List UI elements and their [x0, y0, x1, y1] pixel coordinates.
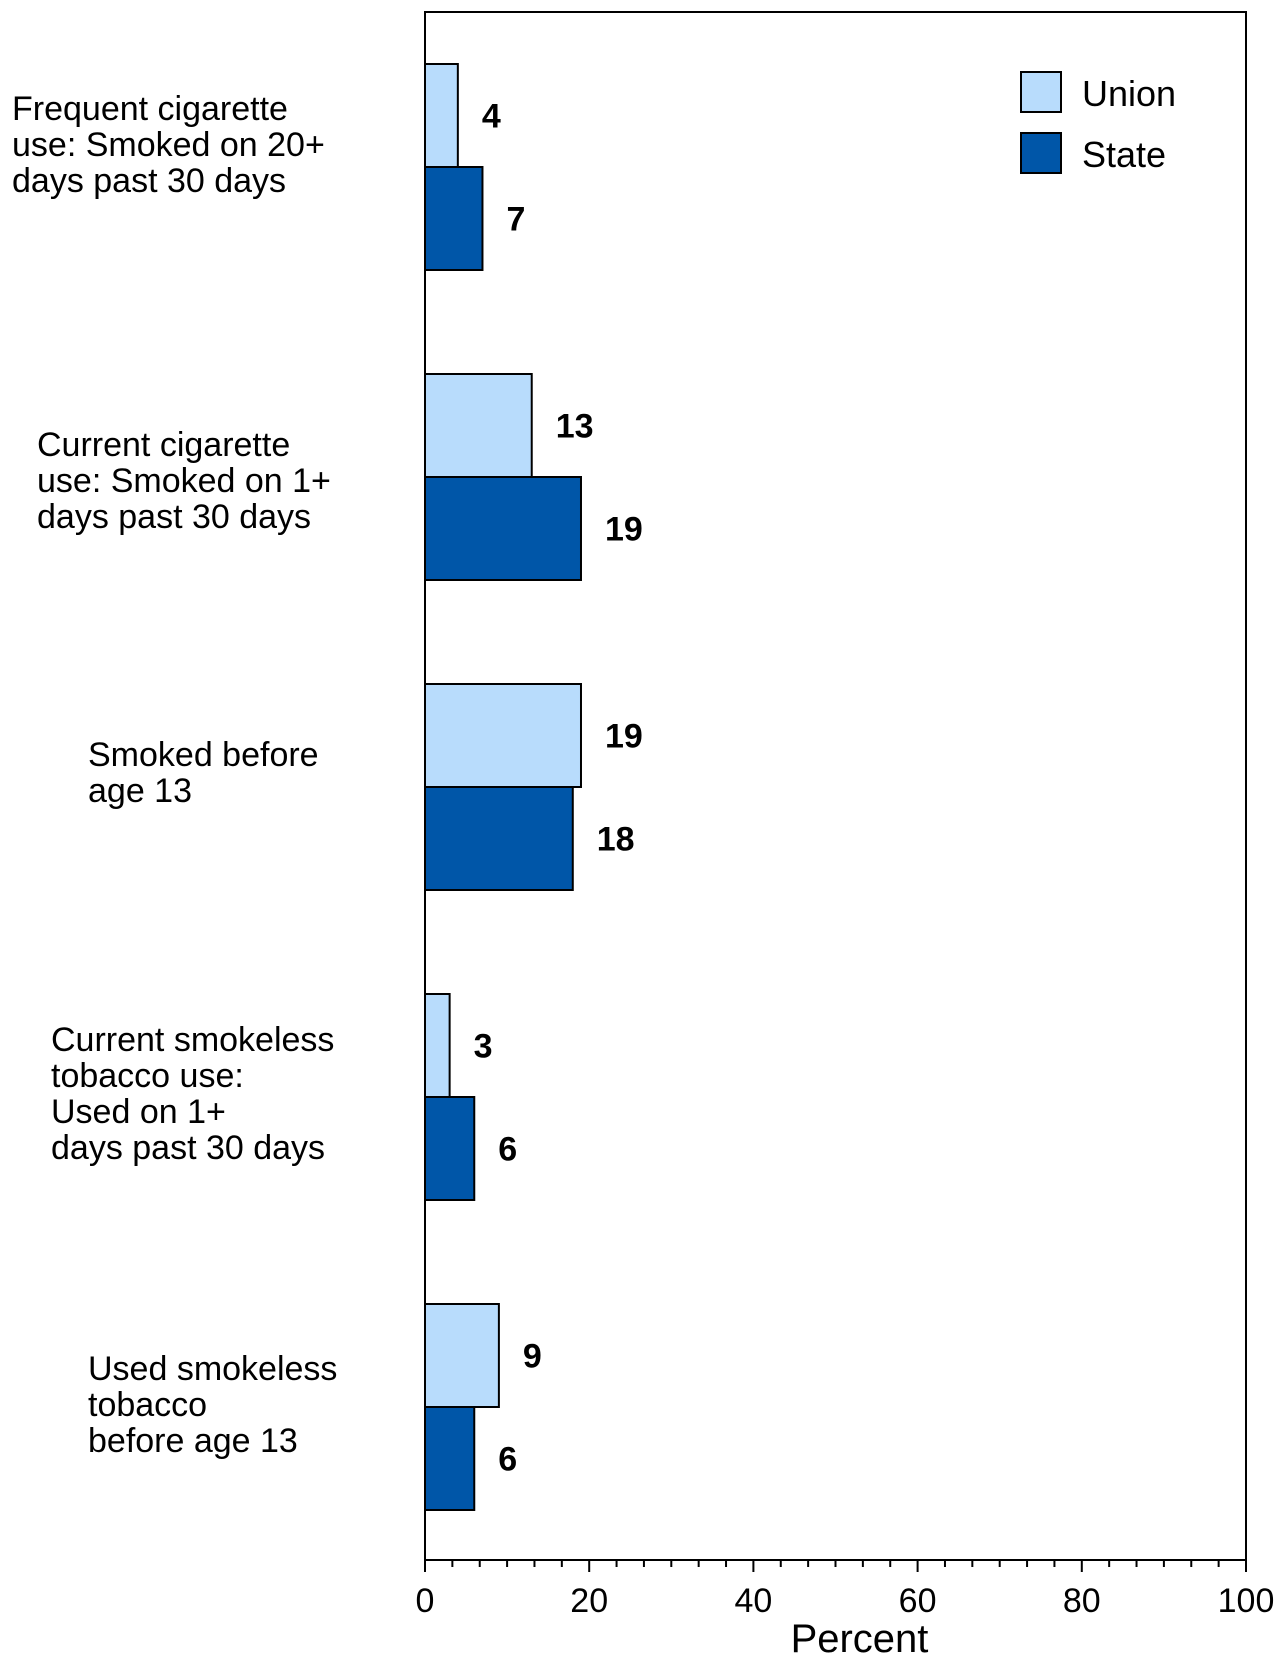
value-label-state-2: 18: [597, 821, 635, 859]
category-label-line: age 13: [88, 772, 192, 810]
category-label-line: before age 13: [88, 1422, 298, 1460]
bar-union-2: [424, 683, 582, 788]
category-label-line: use: Smoked on 20+: [12, 126, 325, 164]
x-axis-title: Percent: [791, 1617, 929, 1659]
value-label-union-0: 4: [482, 98, 501, 136]
bar-state-4: [424, 1406, 476, 1511]
category-label-1: Current cigarette use: Smoked on 1+ days p…: [37, 427, 331, 535]
x-tick-label-80: 80: [1063, 1582, 1101, 1620]
legend-swatch-union: [1020, 71, 1062, 113]
x-tick-label-20: 20: [570, 1582, 608, 1620]
bar-union-1: [424, 373, 533, 478]
bar-state-3: [424, 1096, 476, 1201]
category-label-4: Used smokeless tobacco before age 13: [88, 1351, 337, 1459]
category-label-2: Smoked before age 13: [88, 737, 319, 809]
value-label-state-4: 6: [498, 1441, 517, 1479]
legend-label-union: Union: [1082, 73, 1176, 114]
value-label-state-3: 6: [498, 1131, 517, 1169]
bar-state-0: [424, 166, 484, 271]
category-label-0: Frequent cigarette use: Smoked on 20+ days…: [12, 91, 325, 199]
bar-union-3: [424, 993, 451, 1098]
value-label-union-2: 19: [605, 718, 643, 756]
category-label-line: days past 30 days: [12, 162, 287, 200]
x-tick-label-40: 40: [734, 1582, 772, 1620]
value-label-union-3: 3: [474, 1028, 493, 1066]
category-label-3: Current smokeless tobacco use: Used on 1+ d…: [51, 1022, 334, 1166]
value-label-union-1: 13: [556, 408, 594, 446]
value-label-state-1: 19: [605, 511, 643, 549]
category-label-line: Frequent cigarette: [12, 90, 288, 128]
category-label-line: tobacco: [88, 1386, 208, 1424]
category-label-line: days past 30 days: [37, 498, 312, 536]
x-tick-label-60: 60: [899, 1582, 937, 1620]
category-label-line: Current smokeless: [51, 1021, 335, 1059]
value-label-union-4: 9: [523, 1338, 542, 1376]
bar-union-4: [424, 1303, 500, 1408]
category-label-line: Smoked before: [88, 736, 319, 774]
category-label-line: Used smokeless: [88, 1350, 338, 1388]
x-tick-label-0: 0: [416, 1582, 435, 1620]
category-label-line: tobacco use:: [51, 1057, 244, 1095]
x-tick-label-100: 100: [1218, 1582, 1275, 1620]
category-label-line: days past 30 days: [51, 1129, 326, 1167]
category-label-line: Used on 1+: [51, 1093, 226, 1131]
bar-state-2: [424, 786, 574, 891]
category-label-line: use: Smoked on 1+: [37, 462, 331, 500]
bar-state-1: [424, 476, 582, 581]
legend-label-state: State: [1082, 134, 1166, 175]
bar-union-0: [424, 63, 459, 168]
category-label-line: Current cigarette: [37, 426, 291, 464]
legend-swatch-state: [1020, 132, 1062, 174]
value-label-state-0: 7: [506, 201, 525, 239]
